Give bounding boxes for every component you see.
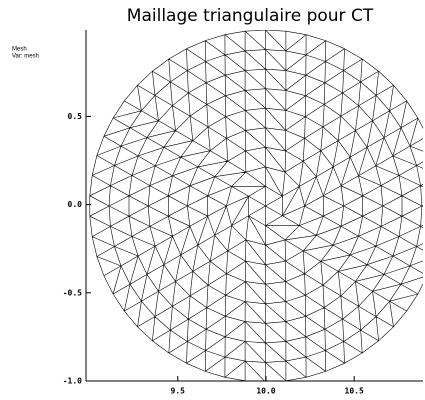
mesh-lines: [89, 30, 423, 381]
legend-text: Mesh: [12, 47, 27, 53]
x-tick-label: 10.0: [256, 387, 275, 396]
legend-text: Var: mesh: [12, 54, 39, 60]
y-tick-label: -0.5: [63, 288, 82, 297]
y-tick-label: -1.0: [63, 377, 82, 386]
y-tick-label: 0.0: [68, 200, 83, 209]
y-tick-label: 0.5: [68, 112, 83, 121]
chart-title: Maillage triangulaire pour CT: [127, 6, 374, 26]
x-tick-label: 10.5: [345, 387, 364, 396]
mesh-area: [89, 30, 423, 381]
x-tick-label: 9.5: [171, 387, 186, 396]
